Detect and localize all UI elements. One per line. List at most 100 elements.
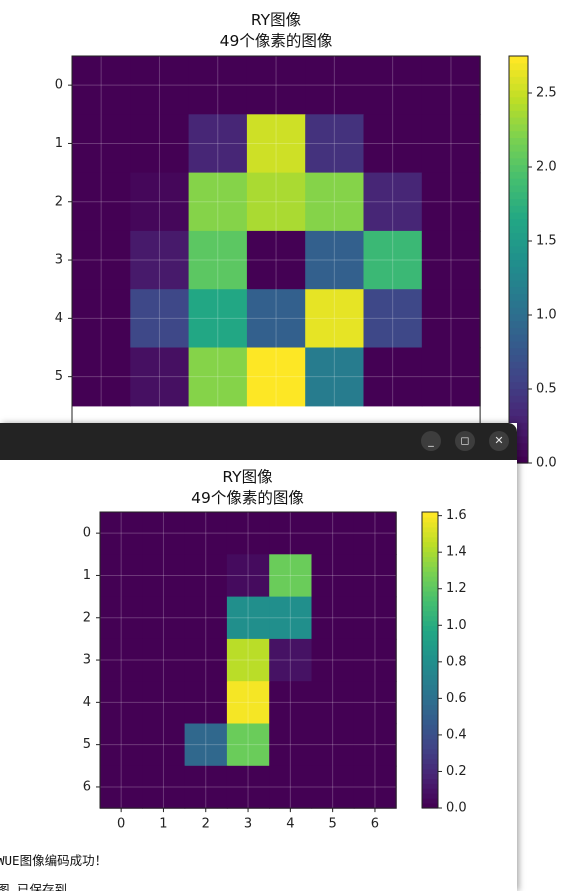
colorbar-segment <box>422 803 438 809</box>
colorbar-segment <box>509 164 528 172</box>
x-tick-label: 5 <box>329 817 337 832</box>
colorbar-segment <box>509 266 528 274</box>
colorbar-segment <box>422 630 438 636</box>
colorbar-segment <box>509 327 528 335</box>
heatmap-cell <box>246 172 306 232</box>
heatmap-cell <box>130 230 190 290</box>
colorbar-tick-label: 1.5 <box>536 234 557 249</box>
colorbar-segment <box>509 198 528 206</box>
heatmap-cell <box>421 56 481 115</box>
colorbar-segment <box>422 595 438 602</box>
colorbar-segment <box>422 620 438 627</box>
chart1-title: RY图像 49个像素的图像 <box>219 11 333 50</box>
colorbar-segment <box>509 401 528 410</box>
colorbar-segment <box>422 546 438 553</box>
heatmap-cell <box>246 114 306 174</box>
colorbar-segment <box>422 571 438 577</box>
colorbar-segment <box>509 191 528 200</box>
colorbar-segment <box>422 635 438 641</box>
colorbar-tick-label: 0.8 <box>446 654 467 669</box>
heatmap-cell <box>311 596 355 640</box>
x-tick-label: 0 <box>117 817 125 832</box>
heatmap-cell <box>130 289 190 349</box>
colorbar-segment <box>509 225 528 233</box>
window-titlebar[interactable]: _ ◻ ✕ <box>0 423 517 460</box>
heatmap-cell <box>130 347 190 407</box>
colorbar-frame <box>421 511 439 809</box>
colorbar-segment <box>422 734 438 740</box>
colorbar-tick-label: 1.6 <box>446 508 467 523</box>
heatmap-cell <box>363 172 423 232</box>
heatmap-cell <box>188 289 248 349</box>
heatmap-cell <box>142 723 186 767</box>
colorbar-segment <box>509 395 528 403</box>
colorbar-tick-label: 0.0 <box>446 801 467 816</box>
heatmap-cell <box>269 765 313 809</box>
colorbar-tick-label: 1.4 <box>446 545 467 560</box>
colorbar-segment <box>422 724 438 730</box>
colorbar-segment <box>509 218 528 227</box>
figure-window[interactable]: _ ◻ ✕ RY图像 49个像素的图像 0 1 2 3 4 5 6 0 1 2 3 4 5 6 0.0 0.2… <box>0 423 517 891</box>
colorbar-segment <box>422 709 438 715</box>
colorbar-segment <box>509 334 528 342</box>
heatmap-cell <box>305 172 365 232</box>
minimize-icon[interactable]: _ <box>421 431 441 451</box>
y-tick-label: 2 <box>55 194 63 209</box>
colorbar-segment <box>422 536 438 543</box>
heatmap-cell <box>184 638 228 682</box>
y-tick-label: 6 <box>83 779 91 794</box>
colorbar-segment <box>422 689 438 696</box>
colorbar-segment <box>509 212 528 220</box>
heatmap-cell <box>72 347 131 407</box>
colorbar-tick-label: 1.2 <box>446 581 467 596</box>
y-tick-label: 1 <box>83 568 91 583</box>
colorbar-segment <box>422 526 438 533</box>
chart2-heatmap: 0 1 2 3 4 5 6 0 1 2 3 4 5 6 0.0 0.2 0.4 0.6 0.8 1.0 1.2 1.4 1.… <box>83 508 467 832</box>
y-tick-label: 3 <box>83 653 91 668</box>
colorbar-segment <box>422 645 438 651</box>
colorbar-segment <box>509 205 528 213</box>
x-tick-label: 4 <box>286 817 294 832</box>
colorbar-segment <box>422 763 438 770</box>
colorbar-segment <box>509 408 528 417</box>
heatmap-cell <box>142 765 186 809</box>
colorbar-segment <box>509 110 528 118</box>
heatmap-cell <box>246 56 306 115</box>
colorbar-segment <box>422 674 438 681</box>
colorbar-segment <box>422 669 438 676</box>
heatmap-cell <box>226 723 270 767</box>
colorbar-segment <box>509 245 528 254</box>
close-icon[interactable]: ✕ <box>489 431 509 451</box>
colorbar-tick-label: 0.0 <box>536 456 557 471</box>
colorbar-segment <box>509 171 528 179</box>
y-tick-label: 2 <box>83 610 91 625</box>
colorbar-segment <box>422 640 438 646</box>
heatmap-cell <box>184 723 228 767</box>
heatmap-cell <box>353 681 397 725</box>
colorbar-segment <box>422 788 438 794</box>
colorbar-segment <box>509 381 528 389</box>
colorbar-segment <box>509 252 528 261</box>
colorbar-segment <box>509 347 528 356</box>
colorbar-tick-label: 1.0 <box>446 618 467 633</box>
colorbar-segment <box>422 521 438 528</box>
colorbar-tick-label: 2.5 <box>536 86 557 101</box>
maximize-icon[interactable]: ◻ <box>455 431 475 451</box>
y-tick-label: 3 <box>55 253 63 268</box>
heatmap-cell <box>184 554 228 598</box>
colorbar-segment <box>422 793 438 799</box>
colorbar-segment <box>422 610 438 617</box>
colorbar-segment <box>509 293 528 301</box>
colorbar-segment <box>422 694 438 701</box>
colorbar-tick-label: 1.0 <box>536 308 557 323</box>
heatmap-cell <box>100 596 143 640</box>
colorbar-tick-label: 0.4 <box>446 727 467 742</box>
y-tick-label: 0 <box>55 78 63 93</box>
colorbar-segment <box>422 743 438 750</box>
colorbar-segment <box>422 699 438 705</box>
heatmap-cell <box>142 596 186 640</box>
heatmap-cell <box>226 596 270 640</box>
colorbar-segment <box>422 679 438 686</box>
colorbar-segment <box>509 232 528 240</box>
colorbar-segment <box>422 798 438 804</box>
